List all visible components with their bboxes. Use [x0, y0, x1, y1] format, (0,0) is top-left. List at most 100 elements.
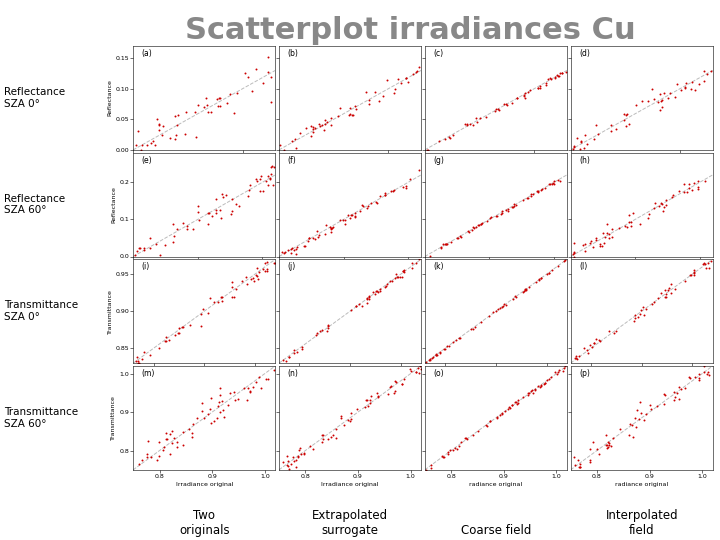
- Point: [135, 146, 147, 154]
- Point: [135, 259, 147, 268]
- Point: [217, 406, 229, 414]
- Point: [171, 131, 182, 139]
- Text: (o): (o): [433, 369, 444, 378]
- Point: [607, 225, 618, 234]
- Point: [237, 276, 248, 285]
- Point: [424, 252, 436, 260]
- Point: [132, 357, 144, 366]
- Point: [290, 244, 302, 253]
- Point: [528, 190, 539, 199]
- Point: [210, 194, 222, 203]
- Point: [402, 78, 414, 87]
- Point: [300, 242, 311, 251]
- Point: [282, 462, 294, 471]
- Point: [491, 212, 503, 221]
- Point: [392, 273, 404, 281]
- Point: [553, 176, 564, 184]
- Point: [599, 238, 611, 247]
- Point: [600, 232, 611, 241]
- Point: [408, 69, 419, 78]
- Point: [527, 388, 539, 397]
- Point: [626, 421, 637, 429]
- Point: [575, 145, 586, 153]
- Point: [373, 96, 384, 105]
- Point: [261, 375, 272, 383]
- Point: [212, 94, 223, 103]
- Point: [579, 131, 590, 139]
- Point: [529, 385, 541, 394]
- Point: [497, 409, 508, 418]
- Point: [506, 400, 518, 409]
- Point: [215, 206, 226, 214]
- Point: [433, 137, 444, 145]
- Point: [542, 75, 554, 84]
- Point: [539, 380, 550, 388]
- Point: [187, 225, 199, 234]
- Point: [225, 210, 236, 219]
- Point: [404, 175, 415, 184]
- Point: [204, 209, 215, 218]
- Point: [692, 183, 703, 191]
- Point: [181, 225, 192, 234]
- Point: [684, 271, 696, 279]
- Point: [137, 355, 148, 363]
- Point: [215, 293, 227, 301]
- Point: [533, 275, 544, 284]
- Point: [588, 437, 599, 446]
- Point: [289, 134, 300, 143]
- Point: [172, 111, 184, 119]
- Point: [358, 202, 369, 211]
- Point: [675, 385, 687, 394]
- Point: [480, 112, 492, 121]
- Point: [496, 208, 508, 217]
- Point: [593, 335, 605, 344]
- Point: [450, 335, 462, 344]
- Point: [394, 273, 405, 281]
- Point: [347, 110, 359, 119]
- Point: [431, 351, 442, 360]
- Point: [624, 120, 635, 129]
- Point: [495, 411, 506, 420]
- Point: [292, 451, 304, 460]
- Point: [150, 150, 161, 158]
- Point: [467, 226, 478, 235]
- Point: [374, 286, 385, 295]
- Point: [546, 266, 558, 274]
- Point: [490, 307, 502, 315]
- Point: [356, 201, 368, 210]
- Point: [683, 179, 695, 188]
- Point: [678, 180, 690, 188]
- Point: [588, 339, 600, 347]
- Point: [202, 219, 214, 228]
- Point: [586, 343, 598, 352]
- Point: [585, 444, 596, 453]
- Point: [640, 304, 652, 313]
- Point: [330, 434, 342, 442]
- Point: [496, 303, 508, 312]
- Point: [342, 211, 354, 220]
- Point: [472, 118, 483, 126]
- Point: [688, 179, 700, 187]
- Point: [316, 326, 328, 335]
- Point: [327, 223, 338, 232]
- Point: [159, 337, 171, 346]
- Text: (p): (p): [579, 369, 590, 378]
- Point: [701, 69, 713, 78]
- Point: [170, 330, 181, 339]
- Point: [485, 213, 496, 222]
- Point: [145, 453, 156, 461]
- Point: [309, 124, 320, 132]
- Point: [314, 231, 325, 239]
- Point: [467, 120, 479, 129]
- Point: [286, 243, 297, 252]
- Point: [211, 414, 222, 422]
- Point: [283, 353, 294, 362]
- Point: [636, 305, 647, 314]
- Point: [624, 431, 635, 440]
- Point: [523, 389, 534, 397]
- Point: [131, 352, 143, 361]
- Point: [641, 409, 652, 418]
- Point: [602, 443, 613, 452]
- Point: [230, 285, 242, 294]
- Point: [244, 180, 256, 189]
